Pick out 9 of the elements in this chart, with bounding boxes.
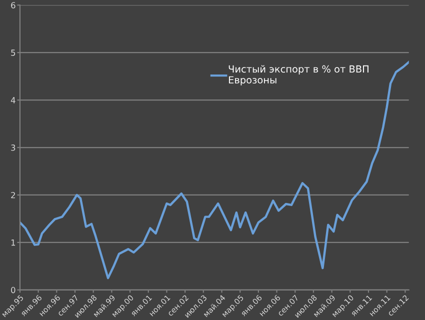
y-tick-label: 1 bbox=[11, 240, 16, 246]
legend-label: Чистый экспорт в % от ВВП Еврозоны bbox=[228, 65, 368, 86]
y-tick-label: 5 bbox=[11, 50, 16, 56]
line-series bbox=[20, 60, 409, 280]
y-tick-label: 2 bbox=[11, 192, 15, 198]
y-tick-label: 4 bbox=[10, 97, 16, 104]
y-tick-label: 0 bbox=[11, 286, 16, 294]
y-tick-label: 6 bbox=[11, 2, 16, 8]
y-tick-label: 3 bbox=[11, 144, 16, 151]
